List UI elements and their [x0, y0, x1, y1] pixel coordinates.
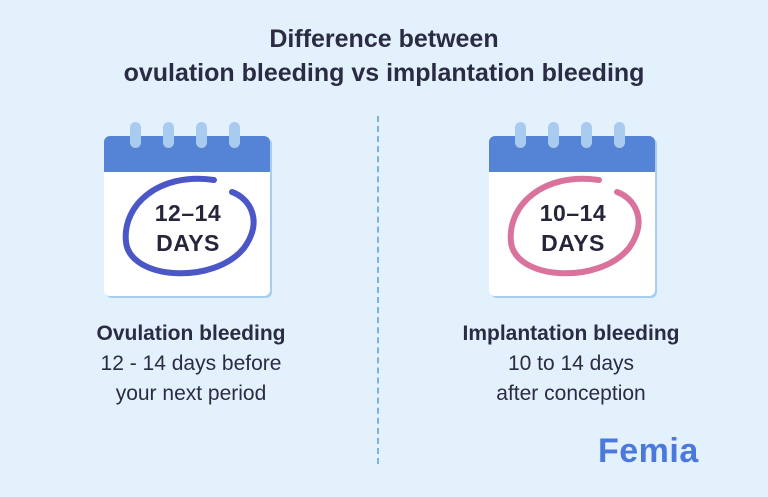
calendar-label: 12–14 DAYS	[104, 198, 272, 258]
circle-mark	[122, 175, 257, 277]
implantation-description: Implantation bleeding 10 to 14 days afte…	[421, 319, 721, 409]
calendar-icon	[489, 122, 657, 298]
calendar-unit: DAYS	[156, 230, 220, 256]
ovulation-line-2: your next period	[115, 382, 267, 405]
calendar-range: 10–14	[539, 200, 607, 226]
calendar-implantation: 10–14 DAYS	[489, 120, 661, 300]
brand-logo: Femia	[598, 432, 699, 470]
dashed-divider	[377, 116, 379, 464]
implantation-line-2: after conception	[496, 382, 646, 405]
page-title: Difference between ovulation bleeding vs…	[0, 22, 768, 90]
ovulation-line-1: 12 - 14 days before	[100, 352, 282, 375]
title-line-2: ovulation bleeding vs implantation bleed…	[123, 59, 645, 87]
calendar-ovulation: 12–14 DAYS	[104, 120, 276, 300]
calendar-range: 12–14	[154, 200, 222, 226]
implantation-line-1: 10 to 14 days	[507, 352, 635, 375]
calendar-icon	[104, 122, 272, 298]
calendar-label: 10–14 DAYS	[489, 198, 657, 258]
title-line-1: Difference between	[269, 25, 499, 53]
calendar-unit: DAYS	[541, 230, 605, 256]
implantation-heading: Implantation bleeding	[462, 322, 680, 345]
ovulation-description: Ovulation bleeding 12 - 14 days before y…	[41, 319, 341, 409]
circle-mark	[507, 175, 642, 277]
ovulation-heading: Ovulation bleeding	[96, 322, 286, 345]
